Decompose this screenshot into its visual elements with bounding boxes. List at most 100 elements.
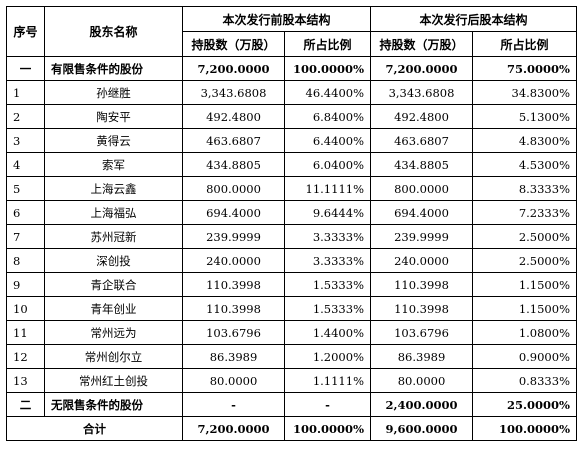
row-seq: 3 (6, 128, 45, 153)
row-before-shares: 239.9999 (182, 224, 285, 249)
row-before-shares: 110.3998 (182, 296, 285, 321)
row-after-ratio: 1.1500% (472, 272, 577, 297)
row-after-shares: 103.6796 (370, 320, 473, 345)
row-before-shares: 463.6807 (182, 128, 285, 153)
row-before-ratio: 6.8400% (284, 104, 371, 129)
table-row: 4 索军 434.8805 6.0400% 434.8805 4.5300% (6, 152, 577, 177)
row-before-shares: 110.3998 (182, 272, 285, 297)
row-before-ratio: 11.1111% (284, 176, 371, 201)
unrestricted-before-shares: - (182, 392, 285, 417)
table-row: 5 上海云鑫 800.0000 11.1111% 800.0000 8.3333… (6, 176, 577, 201)
row-name: 常州创尔立 (44, 344, 183, 369)
header-before-shares: 持股数（万股） (182, 31, 285, 57)
restricted-shares-row: 一 有限售条件的股份 7,200.0000 100.0000% 7,200.00… (6, 56, 577, 81)
restricted-after-ratio: 75.0000% (472, 56, 577, 81)
row-before-shares: 86.3989 (182, 344, 285, 369)
unrestricted-seq: 二 (6, 392, 45, 417)
row-before-ratio: 6.4400% (284, 128, 371, 153)
total-label: 合计 (6, 416, 183, 441)
row-after-ratio: 4.5300% (472, 152, 577, 177)
row-after-shares: 239.9999 (370, 224, 473, 249)
row-after-ratio: 4.8300% (472, 128, 577, 153)
table-row: 3 黄得云 463.6807 6.4400% 463.6807 4.8300% (6, 128, 577, 153)
header-after-ratio: 所占比例 (472, 31, 577, 57)
row-after-ratio: 8.3333% (472, 176, 577, 201)
row-after-ratio: 0.8333% (472, 368, 577, 393)
total-before-shares: 7,200.0000 (182, 416, 285, 441)
table-row: 7 苏州冠新 239.9999 3.3333% 239.9999 2.5000% (6, 224, 577, 249)
row-seq: 7 (6, 224, 45, 249)
row-after-shares: 240.0000 (370, 248, 473, 273)
table-row: 8 深创投 240.0000 3.3333% 240.0000 2.5000% (6, 248, 577, 273)
row-before-shares: 3,343.6808 (182, 80, 285, 105)
restricted-before-shares: 7,200.0000 (182, 56, 285, 81)
row-before-shares: 492.4800 (182, 104, 285, 129)
row-name: 深创投 (44, 248, 183, 273)
header-row-group: 序号 股东名称 本次发行前股本结构 本次发行后股本结构 (6, 6, 577, 57)
row-before-shares: 694.4000 (182, 200, 285, 225)
row-name: 黄得云 (44, 128, 183, 153)
header-after-issuance: 本次发行后股本结构 (370, 6, 577, 32)
header-before-issuance: 本次发行前股本结构 (182, 6, 371, 32)
row-before-ratio: 3.3333% (284, 248, 371, 273)
table-row: 1 孙继胜 3,343.6808 46.4400% 3,343.6808 34.… (6, 80, 577, 105)
unrestricted-shares-row: 二 无限售条件的股份 - - 2,400.0000 25.0000% (6, 392, 577, 417)
row-seq: 5 (6, 176, 45, 201)
restricted-name: 有限售条件的股份 (44, 56, 183, 81)
row-after-shares: 80.0000 (370, 368, 473, 393)
table-row: 13 常州红土创投 80.0000 1.1111% 80.0000 0.8333… (6, 368, 577, 393)
restricted-after-shares: 7,200.0000 (370, 56, 473, 81)
row-before-ratio: 1.5333% (284, 272, 371, 297)
table-row: 12 常州创尔立 86.3989 1.2000% 86.3989 0.9000% (6, 344, 577, 369)
header-after-shares: 持股数（万股） (370, 31, 473, 57)
total-row: 合计 7,200.0000 100.0000% 9,600.0000 100.0… (6, 416, 577, 441)
restricted-before-ratio: 100.0000% (284, 56, 371, 81)
row-name: 上海福弘 (44, 200, 183, 225)
row-before-shares: 240.0000 (182, 248, 285, 273)
row-seq: 9 (6, 272, 45, 297)
row-after-shares: 492.4800 (370, 104, 473, 129)
row-seq: 13 (6, 368, 45, 393)
row-before-ratio: 3.3333% (284, 224, 371, 249)
unrestricted-after-ratio: 25.0000% (472, 392, 577, 417)
row-seq: 1 (6, 80, 45, 105)
row-name: 上海云鑫 (44, 176, 183, 201)
table-row: 6 上海福弘 694.4000 9.6444% 694.4000 7.2333% (6, 200, 577, 225)
row-seq: 4 (6, 152, 45, 177)
row-before-ratio: 46.4400% (284, 80, 371, 105)
row-name: 青企联合 (44, 272, 183, 297)
unrestricted-before-ratio: - (284, 392, 371, 417)
row-before-shares: 80.0000 (182, 368, 285, 393)
row-after-shares: 3,343.6808 (370, 80, 473, 105)
row-after-ratio: 1.1500% (472, 296, 577, 321)
header-row-columns: 持股数（万股） 所占比例 持股数（万股） 所占比例 (7, 31, 577, 57)
row-name: 索军 (44, 152, 183, 177)
row-after-ratio: 2.5000% (472, 248, 577, 273)
header-before-ratio: 所占比例 (284, 31, 371, 57)
total-before-ratio: 100.0000% (284, 416, 371, 441)
row-before-ratio: 1.5333% (284, 296, 371, 321)
row-after-shares: 110.3998 (370, 296, 473, 321)
row-before-shares: 434.8805 (182, 152, 285, 177)
row-before-shares: 800.0000 (182, 176, 285, 201)
row-after-ratio: 34.8300% (472, 80, 577, 105)
row-after-shares: 463.6807 (370, 128, 473, 153)
table-row: 11 常州远为 103.6796 1.4400% 103.6796 1.0800… (6, 320, 577, 345)
row-before-ratio: 9.6444% (284, 200, 371, 225)
row-seq: 2 (6, 104, 45, 129)
row-seq: 6 (6, 200, 45, 225)
table-row: 9 青企联合 110.3998 1.5333% 110.3998 1.1500% (6, 272, 577, 297)
row-before-ratio: 1.4400% (284, 320, 371, 345)
row-name: 常州红土创投 (44, 368, 183, 393)
row-after-ratio: 0.9000% (472, 344, 577, 369)
table-row: 10 青年创业 110.3998 1.5333% 110.3998 1.1500… (6, 296, 577, 321)
unrestricted-name: 无限售条件的股份 (44, 392, 183, 417)
header-shareholder-name: 股东名称 (44, 6, 183, 57)
header-seq: 序号 (6, 6, 45, 57)
row-after-shares: 434.8805 (370, 152, 473, 177)
row-seq: 8 (6, 248, 45, 273)
total-after-ratio: 100.0000% (472, 416, 577, 441)
row-seq: 10 (6, 296, 45, 321)
row-after-shares: 110.3998 (370, 272, 473, 297)
row-after-shares: 86.3989 (370, 344, 473, 369)
